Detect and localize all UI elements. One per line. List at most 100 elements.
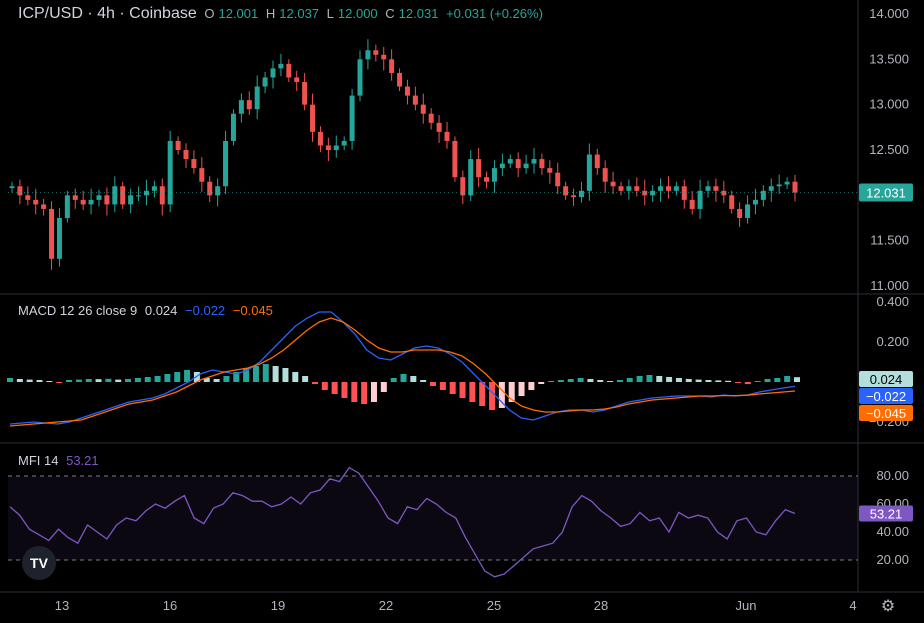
candle [199,168,205,182]
mfi-title[interactable]: MFI 14 [18,453,59,468]
candle [151,186,157,191]
candle [120,186,126,205]
macd-histogram-bar [518,382,525,396]
high-value: 12.037 [279,6,320,21]
price-tick-label: 13.500 [869,51,909,66]
candle [792,181,798,193]
candle [523,163,529,169]
candle [215,186,221,196]
macd-histogram-bar [223,376,230,382]
candle [721,190,727,196]
candle [33,199,39,205]
candle [25,195,31,200]
macd-histogram-bar [272,366,279,382]
macd-histogram-bar [311,382,318,384]
macd-histogram-bar [46,381,53,382]
candle [404,86,410,96]
candle [49,208,55,259]
candle [673,186,679,191]
macd-histogram-bar [380,382,387,392]
time-tick-label: 22 [379,598,393,613]
symbol-title[interactable]: ICP/USD · 4h · Coinbase [18,5,197,22]
macd-histogram-bar [567,379,574,382]
macd-histogram-bar [341,382,348,398]
macd-histogram-bar [754,381,761,382]
candle [80,199,86,205]
gear-icon[interactable]: ⚙ [880,598,896,615]
macd-histogram-bar [361,382,368,404]
macd-histogram-bar [56,382,63,383]
macd-histogram-bar [626,378,633,382]
macd-histogram-bar [774,378,781,382]
macd-signal-badge [859,405,913,421]
macd-histogram-bar [498,382,505,408]
price-tick-label: 13.000 [869,97,909,112]
candle [104,195,110,205]
candle [397,72,403,87]
low-label: L [326,6,334,21]
macd-histogram-bar [184,370,191,382]
candle [310,104,316,132]
candle [17,186,23,196]
macd-line-badge [859,388,913,404]
macd-histogram-bar [105,378,112,382]
macd-histogram-bar [282,368,289,382]
time-tick-label: Jun [736,598,757,613]
macd-histogram-bar [508,382,515,402]
candle [294,77,300,82]
candle [555,172,561,187]
macd-histogram-bar [489,382,496,410]
macd-line-label: −0.022 [866,389,906,404]
macd-histogram-bar [528,382,535,390]
time-tick-label: 4 [849,598,856,613]
macd-histogram-bar [784,376,791,382]
candle [752,199,758,205]
candle [436,122,442,132]
candle [491,168,497,182]
time-tick-label: 25 [487,598,501,613]
macd-histogram-bar [95,379,102,382]
candle [515,159,521,169]
macd-title[interactable]: MACD 12 26 close 9 [18,303,138,318]
candle [658,186,664,191]
candle [230,113,236,141]
candle [768,186,774,191]
open-label: O [204,6,215,21]
macd-histogram-bar [302,376,309,382]
candle [143,190,149,196]
macd-histogram-bar [439,382,446,390]
candle [578,190,584,198]
macd-histogram-bar [85,379,92,382]
mfi-line [9,466,796,578]
mfi-badge [859,505,913,522]
macd-histogram-bar [66,380,73,382]
macd-histogram-bar [26,379,33,382]
candle [167,140,173,205]
candle [365,50,371,60]
macd-histogram-bar [7,378,13,382]
candle [760,190,766,200]
candle [325,145,331,150]
candle [381,54,387,60]
candle [571,195,577,198]
candle [586,154,592,191]
macd-histogram-bar [548,381,555,382]
macd-histogram-bar [420,380,427,382]
open-value: 12.001 [218,6,259,21]
tradingview-logo-icon[interactable]: TV [22,546,56,580]
macd-histogram-bar [164,374,171,382]
candle [207,181,213,196]
candle [88,199,94,205]
macd-histogram-bar [685,379,692,382]
macd-histogram-bar [252,366,259,382]
candle [349,95,355,141]
time-tick-label: 16 [163,598,177,613]
macd-histogram-bar [715,380,722,382]
mfi-legend: MFI 14 53.21 [18,453,103,468]
candle [476,159,482,178]
macd-histogram-bar [134,378,141,382]
macd-line-value: −0.022 [185,303,226,318]
candle [634,186,640,191]
last-price-label: 12.031 [866,186,906,201]
macd-histogram-bar [233,372,240,382]
